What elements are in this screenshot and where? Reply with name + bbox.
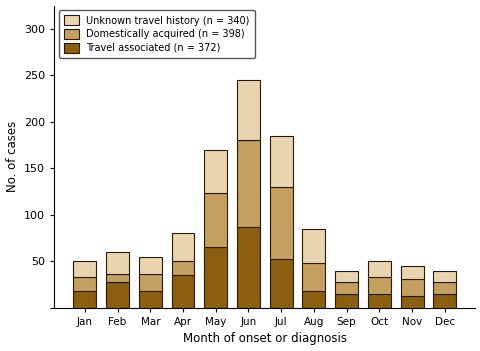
Bar xyxy=(269,187,292,259)
Bar xyxy=(367,294,390,308)
Bar xyxy=(269,259,292,308)
Bar xyxy=(73,261,96,277)
Bar xyxy=(400,266,423,279)
Bar xyxy=(171,275,194,308)
Bar xyxy=(237,227,259,308)
Bar xyxy=(204,193,227,247)
Bar xyxy=(171,233,194,261)
Bar xyxy=(302,229,325,263)
Bar xyxy=(171,261,194,275)
Bar xyxy=(269,136,292,187)
Bar xyxy=(139,274,161,291)
Bar xyxy=(204,150,227,193)
Bar xyxy=(432,271,456,282)
Bar xyxy=(237,140,259,227)
Bar xyxy=(139,257,161,274)
Bar xyxy=(204,247,227,308)
Bar xyxy=(335,271,358,282)
Bar xyxy=(106,282,129,308)
Bar xyxy=(432,282,456,294)
Bar xyxy=(367,261,390,277)
Bar xyxy=(302,263,325,291)
Bar xyxy=(73,277,96,291)
Y-axis label: No. of cases: No. of cases xyxy=(6,121,19,192)
X-axis label: Month of onset or diagnosis: Month of onset or diagnosis xyxy=(182,332,346,345)
Bar xyxy=(139,291,161,308)
Bar xyxy=(367,277,390,294)
Bar xyxy=(335,282,358,294)
Bar xyxy=(106,252,129,274)
Bar xyxy=(400,279,423,296)
Bar xyxy=(106,274,129,282)
Bar xyxy=(237,80,259,140)
Bar xyxy=(432,294,456,308)
Legend: Unknown travel history (n = 340), Domestically acquired (n = 398), Travel associ: Unknown travel history (n = 340), Domest… xyxy=(59,11,254,58)
Bar xyxy=(73,291,96,308)
Bar xyxy=(302,291,325,308)
Bar xyxy=(400,296,423,308)
Bar xyxy=(335,294,358,308)
